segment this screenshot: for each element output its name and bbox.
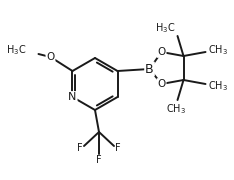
Text: F: F xyxy=(96,155,102,165)
Text: O: O xyxy=(46,52,55,62)
Text: B: B xyxy=(145,62,154,75)
Text: H$_3$C: H$_3$C xyxy=(155,21,176,35)
Text: N: N xyxy=(68,92,77,102)
Text: CH$_3$: CH$_3$ xyxy=(208,79,227,93)
Text: CH$_3$: CH$_3$ xyxy=(165,102,186,116)
Text: F: F xyxy=(115,143,121,153)
Text: O: O xyxy=(157,47,166,57)
Text: F: F xyxy=(77,143,83,153)
Text: CH$_3$: CH$_3$ xyxy=(208,43,227,57)
Text: O: O xyxy=(157,79,166,89)
Text: H$_3$C: H$_3$C xyxy=(6,43,26,57)
